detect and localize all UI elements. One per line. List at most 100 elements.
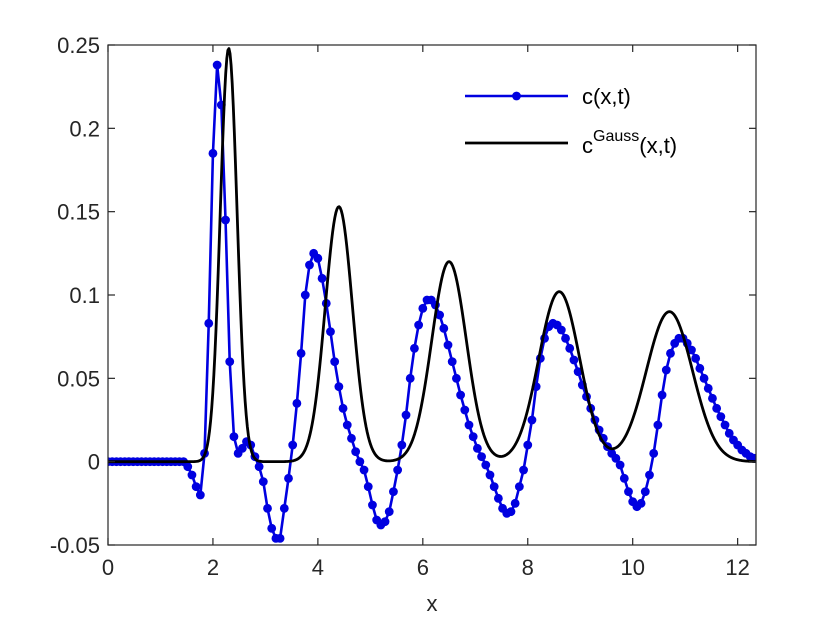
- legend-gauss-tail: (x,t): [639, 133, 677, 158]
- series-c-point: [347, 433, 356, 443]
- series-c-point: [451, 373, 461, 383]
- series-c-point: [330, 357, 340, 367]
- axis-ticks: [107, 44, 756, 546]
- series-c-point: [506, 507, 516, 517]
- series-c-point: [611, 453, 621, 463]
- series-c-point: [624, 487, 633, 497]
- series-c-point: [313, 253, 323, 263]
- series-c-point: [288, 440, 298, 450]
- series-c-point: [410, 343, 419, 353]
- series-c-point: [447, 357, 457, 367]
- series-c-point: [640, 487, 650, 497]
- series-c-point: [510, 498, 520, 508]
- series-c-point: [716, 412, 726, 422]
- series-c-point: [695, 363, 705, 373]
- series-c-point: [724, 428, 734, 438]
- series-c-point: [464, 420, 474, 430]
- y-tick-label: 0.15: [57, 200, 100, 225]
- series-c-point: [359, 465, 369, 475]
- series-c-point: [523, 440, 533, 450]
- series-c-point: [305, 260, 314, 270]
- series-c-point: [275, 533, 285, 543]
- series-c-point: [477, 452, 486, 462]
- series-c-point: [645, 470, 654, 480]
- series-c-point: [435, 310, 445, 320]
- series-c-point: [389, 487, 398, 497]
- series-c-point: [527, 415, 537, 425]
- series-c-point: [229, 432, 239, 442]
- series-c-point: [439, 323, 449, 333]
- x-tick-label: 4: [312, 555, 324, 580]
- series-c-point: [687, 345, 696, 355]
- series-c-point: [279, 503, 289, 513]
- series-c-point: [208, 148, 218, 158]
- series-c-point: [468, 432, 478, 442]
- series-c-point: [619, 473, 629, 483]
- series-c-point: [351, 447, 361, 457]
- series-c-point: [401, 410, 411, 420]
- series-c-point: [237, 443, 247, 453]
- series-c-point: [456, 390, 465, 400]
- series-c-point: [481, 460, 491, 470]
- series-c-point: [338, 403, 348, 413]
- series-c-point: [691, 353, 701, 363]
- series-c-point: [666, 348, 675, 358]
- series-c-point: [699, 373, 709, 383]
- series-gauss-line: [108, 47, 756, 464]
- series-c-point: [472, 443, 482, 453]
- series-c-point: [317, 273, 327, 283]
- series-c-point: [649, 448, 659, 458]
- series-c-point: [657, 390, 667, 400]
- y-tick-label: -0.05: [50, 533, 100, 558]
- legend-gauss-sup: Gauss: [593, 128, 639, 145]
- series-c-point: [397, 440, 407, 450]
- axes-box: [107, 44, 757, 546]
- series-c-point: [191, 482, 201, 492]
- series-c-point: [556, 325, 566, 335]
- series-c-point: [204, 318, 214, 328]
- series-c-point: [493, 493, 503, 503]
- series-c-point: [561, 333, 570, 343]
- series-c-point: [300, 290, 310, 300]
- x-tick-label: 10: [620, 555, 644, 580]
- series-c-point: [514, 482, 524, 492]
- x-tick-label: 6: [417, 555, 429, 580]
- series-c-point: [221, 215, 230, 225]
- y-tick-label: 0.25: [57, 33, 100, 58]
- series-c-point: [460, 405, 470, 415]
- series-c-point: [263, 503, 272, 513]
- x-tick-label: 2: [207, 555, 219, 580]
- series-c-point: [254, 462, 264, 472]
- series-c-point: [334, 382, 344, 392]
- legend-c-label: c(x,t): [582, 84, 631, 109]
- series-c-point: [485, 470, 495, 480]
- series-c-point: [712, 403, 722, 413]
- legend-c-marker: [512, 91, 521, 101]
- legend-gauss-base: c: [582, 133, 593, 158]
- series-c-point: [195, 490, 205, 500]
- y-tick-label: 0.05: [57, 366, 100, 391]
- series-c-point: [708, 393, 717, 403]
- plot-series-group: [108, 47, 756, 543]
- series-c-point: [405, 373, 415, 383]
- series-c-point: [569, 355, 579, 365]
- series-c-point: [326, 327, 335, 337]
- series-c-point: [183, 462, 193, 472]
- series-c-point: [489, 482, 499, 492]
- series-c-point: [653, 420, 663, 430]
- series-c-point: [187, 470, 197, 480]
- y-tick-label: 0.2: [69, 116, 100, 141]
- x-tick-label: 8: [522, 555, 534, 580]
- series-c-point: [225, 357, 235, 367]
- series-c-point: [296, 348, 306, 358]
- y-tick-label: 0: [88, 450, 100, 475]
- series-c-point: [368, 500, 377, 510]
- series-c-point: [384, 507, 394, 517]
- series-c-point: [342, 420, 352, 430]
- series-c-point: [418, 303, 428, 313]
- series-c-point: [443, 340, 453, 350]
- series-c-point: [393, 465, 403, 475]
